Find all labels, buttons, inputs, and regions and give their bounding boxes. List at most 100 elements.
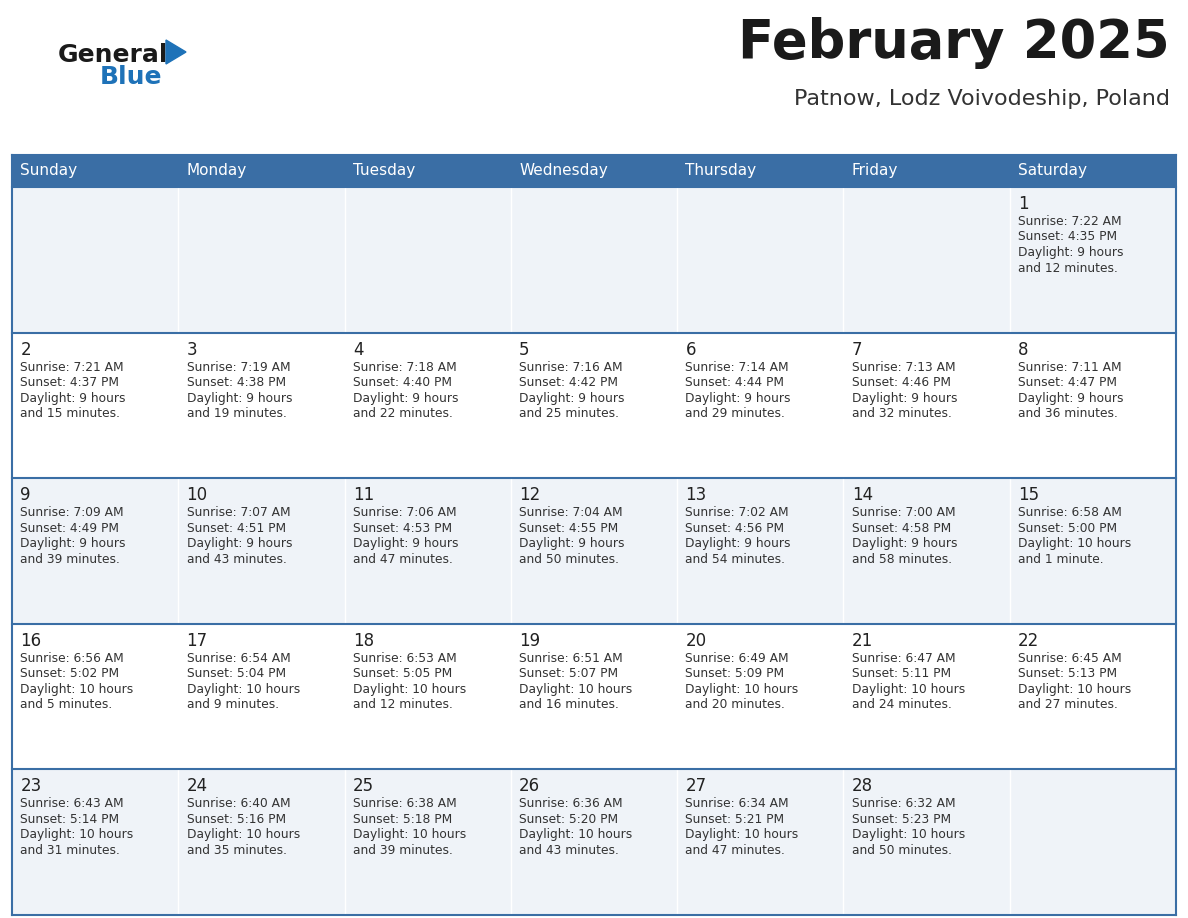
Text: 22: 22 <box>1018 632 1040 650</box>
Text: Sunrise: 6:51 AM: Sunrise: 6:51 AM <box>519 652 623 665</box>
Text: Sunset: 5:05 PM: Sunset: 5:05 PM <box>353 667 453 680</box>
Text: Daylight: 10 hours: Daylight: 10 hours <box>685 683 798 696</box>
Text: Daylight: 10 hours: Daylight: 10 hours <box>353 683 466 696</box>
Bar <box>12 624 178 769</box>
Text: Sunset: 5:18 PM: Sunset: 5:18 PM <box>353 813 453 826</box>
Text: Sunset: 4:37 PM: Sunset: 4:37 PM <box>20 376 119 389</box>
Text: Sunset: 5:16 PM: Sunset: 5:16 PM <box>187 813 286 826</box>
Text: and 31 minutes.: and 31 minutes. <box>20 844 120 856</box>
Text: and 1 minute.: and 1 minute. <box>1018 553 1104 565</box>
Text: and 20 minutes.: and 20 minutes. <box>685 699 785 711</box>
Text: Friday: Friday <box>852 163 898 178</box>
Text: Sunset: 4:56 PM: Sunset: 4:56 PM <box>685 521 784 534</box>
Text: 14: 14 <box>852 487 873 504</box>
Text: and 58 minutes.: and 58 minutes. <box>852 553 952 565</box>
Text: and 22 minutes.: and 22 minutes. <box>353 407 453 420</box>
Text: Daylight: 10 hours: Daylight: 10 hours <box>852 828 965 842</box>
Text: Sunset: 4:46 PM: Sunset: 4:46 PM <box>852 376 950 389</box>
Text: Thursday: Thursday <box>685 163 757 178</box>
Text: and 12 minutes.: and 12 minutes. <box>1018 262 1118 274</box>
Text: and 39 minutes.: and 39 minutes. <box>353 844 453 856</box>
Text: 17: 17 <box>187 632 208 650</box>
Text: 8: 8 <box>1018 341 1029 359</box>
Text: 18: 18 <box>353 632 374 650</box>
Bar <box>345 478 511 624</box>
Text: Sunrise: 7:19 AM: Sunrise: 7:19 AM <box>187 361 290 374</box>
Text: Sunrise: 6:40 AM: Sunrise: 6:40 AM <box>187 798 290 811</box>
Text: Daylight: 9 hours: Daylight: 9 hours <box>187 537 292 550</box>
Text: Sunrise: 6:54 AM: Sunrise: 6:54 AM <box>187 652 290 665</box>
Text: Wednesday: Wednesday <box>519 163 608 178</box>
Text: Daylight: 9 hours: Daylight: 9 hours <box>519 392 625 405</box>
Text: and 12 minutes.: and 12 minutes. <box>353 699 453 711</box>
Text: Daylight: 10 hours: Daylight: 10 hours <box>519 828 632 842</box>
Text: 5: 5 <box>519 341 530 359</box>
Text: Daylight: 9 hours: Daylight: 9 hours <box>685 392 791 405</box>
Text: and 24 minutes.: and 24 minutes. <box>852 699 952 711</box>
Text: and 50 minutes.: and 50 minutes. <box>852 844 952 856</box>
Text: Sunrise: 7:02 AM: Sunrise: 7:02 AM <box>685 506 789 520</box>
Text: Sunrise: 7:09 AM: Sunrise: 7:09 AM <box>20 506 124 520</box>
Text: and 5 minutes.: and 5 minutes. <box>20 699 113 711</box>
Text: Sunset: 5:13 PM: Sunset: 5:13 PM <box>1018 667 1117 680</box>
Text: Daylight: 9 hours: Daylight: 9 hours <box>1018 392 1124 405</box>
Text: Sunrise: 7:07 AM: Sunrise: 7:07 AM <box>187 506 290 520</box>
Text: Sunset: 5:04 PM: Sunset: 5:04 PM <box>187 667 286 680</box>
Bar <box>677 187 843 332</box>
Bar <box>843 187 1010 332</box>
Bar <box>843 478 1010 624</box>
Text: Sunset: 4:35 PM: Sunset: 4:35 PM <box>1018 230 1117 243</box>
Text: Sunset: 4:38 PM: Sunset: 4:38 PM <box>187 376 286 389</box>
Text: 4: 4 <box>353 341 364 359</box>
Text: Sunrise: 7:21 AM: Sunrise: 7:21 AM <box>20 361 124 374</box>
Text: and 35 minutes.: and 35 minutes. <box>187 844 286 856</box>
Text: and 15 minutes.: and 15 minutes. <box>20 407 120 420</box>
Text: Sunrise: 6:32 AM: Sunrise: 6:32 AM <box>852 798 955 811</box>
Text: and 50 minutes.: and 50 minutes. <box>519 553 619 565</box>
Text: and 47 minutes.: and 47 minutes. <box>685 844 785 856</box>
Bar <box>345 624 511 769</box>
Text: 26: 26 <box>519 778 541 795</box>
Text: 28: 28 <box>852 778 873 795</box>
Text: Sunset: 4:40 PM: Sunset: 4:40 PM <box>353 376 451 389</box>
Text: Daylight: 10 hours: Daylight: 10 hours <box>685 828 798 842</box>
Text: and 43 minutes.: and 43 minutes. <box>519 844 619 856</box>
Text: Sunset: 4:47 PM: Sunset: 4:47 PM <box>1018 376 1117 389</box>
Text: Sunrise: 6:45 AM: Sunrise: 6:45 AM <box>1018 652 1121 665</box>
Text: Sunset: 5:02 PM: Sunset: 5:02 PM <box>20 667 120 680</box>
Text: Sunrise: 6:34 AM: Sunrise: 6:34 AM <box>685 798 789 811</box>
Bar <box>345 187 511 332</box>
Text: 7: 7 <box>852 341 862 359</box>
Bar <box>511 478 677 624</box>
Text: 1: 1 <box>1018 195 1029 213</box>
Text: Daylight: 10 hours: Daylight: 10 hours <box>353 828 466 842</box>
Bar <box>345 769 511 915</box>
Text: Patnow, Lodz Voivodeship, Poland: Patnow, Lodz Voivodeship, Poland <box>794 89 1170 109</box>
Text: Daylight: 10 hours: Daylight: 10 hours <box>1018 537 1131 550</box>
Text: 10: 10 <box>187 487 208 504</box>
Bar <box>1010 332 1176 478</box>
Text: and 36 minutes.: and 36 minutes. <box>1018 407 1118 420</box>
Text: Sunset: 5:21 PM: Sunset: 5:21 PM <box>685 813 784 826</box>
Text: Sunrise: 7:13 AM: Sunrise: 7:13 AM <box>852 361 955 374</box>
Text: Sunrise: 7:16 AM: Sunrise: 7:16 AM <box>519 361 623 374</box>
Text: Daylight: 9 hours: Daylight: 9 hours <box>20 537 126 550</box>
Bar <box>843 155 1010 187</box>
Text: and 32 minutes.: and 32 minutes. <box>852 407 952 420</box>
Bar <box>12 769 178 915</box>
Bar <box>178 155 345 187</box>
Text: Sunset: 5:23 PM: Sunset: 5:23 PM <box>852 813 950 826</box>
Text: 23: 23 <box>20 778 42 795</box>
Text: Sunset: 4:49 PM: Sunset: 4:49 PM <box>20 521 119 534</box>
Text: 15: 15 <box>1018 487 1040 504</box>
Text: 19: 19 <box>519 632 541 650</box>
Bar <box>511 187 677 332</box>
Text: 16: 16 <box>20 632 42 650</box>
Bar <box>178 624 345 769</box>
Bar <box>178 478 345 624</box>
Text: Saturday: Saturday <box>1018 163 1087 178</box>
Text: 9: 9 <box>20 487 31 504</box>
Text: and 47 minutes.: and 47 minutes. <box>353 553 453 565</box>
Text: and 25 minutes.: and 25 minutes. <box>519 407 619 420</box>
Bar <box>1010 478 1176 624</box>
